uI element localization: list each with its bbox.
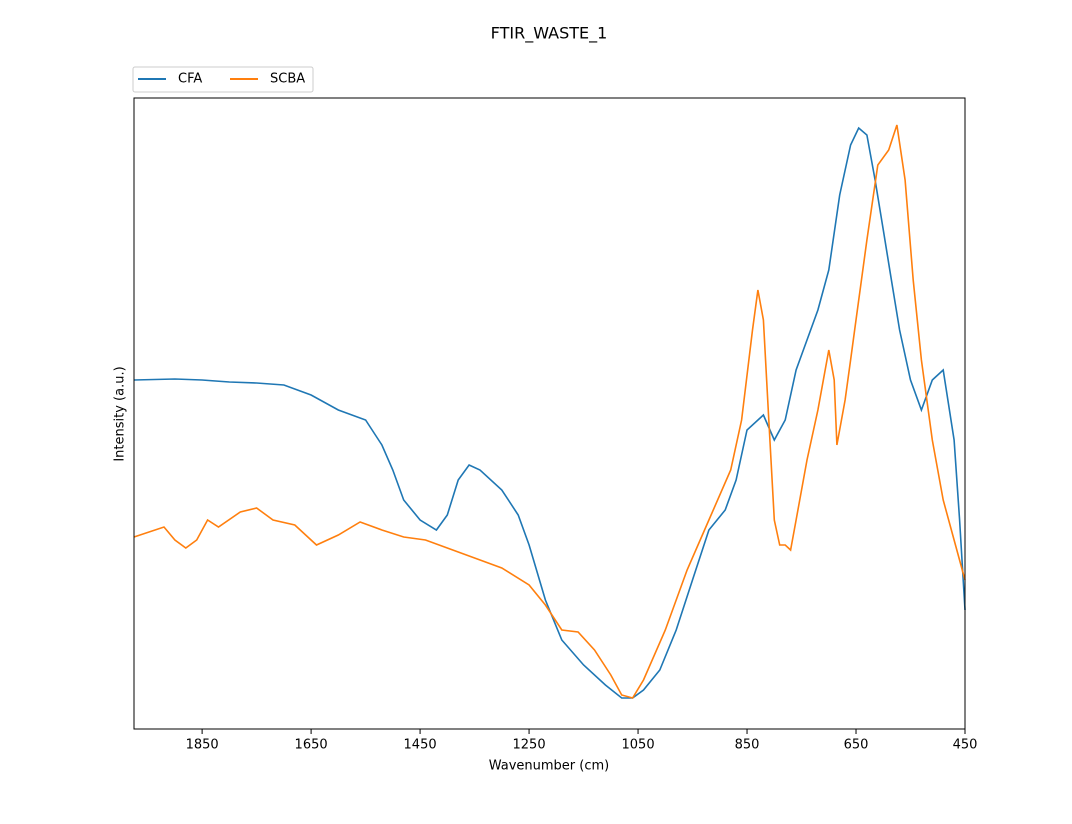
x-tick-label: 1450 — [404, 738, 437, 753]
x-tick-label: 1050 — [622, 738, 655, 753]
data-line — [133, 124, 966, 699]
legend-label: CFA — [178, 72, 202, 87]
chart-title: FTIR_WASTE_1 — [491, 24, 608, 44]
x-tick-label: 1250 — [513, 738, 546, 753]
legend-label: SCBA — [270, 72, 305, 87]
x-tick-label: 650 — [844, 738, 869, 753]
plot-area — [133, 124, 966, 699]
x-tick-label: 850 — [735, 738, 760, 753]
x-tick-label: 1850 — [186, 738, 219, 753]
x-tick-label: 450 — [953, 738, 978, 753]
legend — [132, 66, 314, 93]
axes-frame — [133, 97, 966, 730]
data-line — [133, 126, 966, 699]
x-tick-label: 1650 — [295, 738, 328, 753]
y-axis-label: Intensity (a.u.) — [113, 366, 128, 461]
x-axis-label: Wavenumber (cm) — [489, 759, 610, 774]
